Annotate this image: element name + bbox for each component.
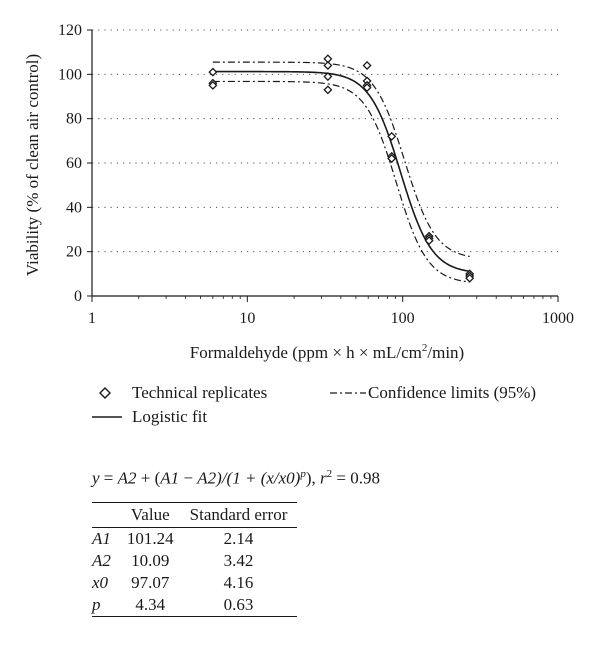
table-row: p 4.34 0.63: [92, 594, 298, 617]
table-row: A2 10.09 3.42: [92, 550, 297, 572]
table-header-value: Value: [130, 505, 170, 524]
data-point: [387, 131, 397, 141]
data-point: [323, 60, 333, 70]
param-value: 101.24: [126, 529, 174, 548]
confidence-limit-upper: [212, 61, 470, 258]
param-value: 10.09: [131, 551, 170, 570]
data-points: [208, 54, 475, 283]
confidence-limit-lower: [212, 80, 470, 283]
legend-label-confidence: Confidence limits (95%): [368, 383, 537, 402]
data-point: [323, 85, 333, 95]
x-tick-label: 1: [88, 310, 96, 327]
gridlines: [92, 29, 558, 253]
diamond-marker-icon: [99, 387, 111, 399]
fit-equation: y = A2 + (A1 − A2)/(1 + (x/x0)p), r2 = 0…: [92, 468, 380, 488]
data-point: [387, 154, 397, 164]
y-tick-label: 0: [74, 288, 82, 305]
param-se: 2.14: [223, 529, 254, 548]
param-value: 97.07: [131, 573, 170, 592]
parameters-table: Value Standard error A1 101.24 2.14 A2 1…: [92, 502, 298, 617]
data-point: [465, 273, 475, 283]
param-name: x0: [92, 573, 109, 592]
param-value: 4.34: [135, 595, 166, 614]
legend-item-fit: Logistic fit: [92, 407, 207, 427]
x-tick-label: 100: [391, 310, 415, 327]
y-tick-label: 120: [58, 22, 82, 39]
x-tick-label: 1000: [542, 310, 574, 327]
param-name: p: [92, 595, 101, 614]
param-se: 0.63: [223, 595, 254, 614]
confidence-band: [212, 61, 470, 283]
table-header-name: [92, 503, 121, 528]
legend-item-confidence: Confidence limits (95%): [328, 383, 536, 403]
table-header-row: Value Standard error: [92, 502, 298, 528]
legend-label-markers: Technical replicates: [132, 383, 268, 402]
y-tick-label: 100: [58, 66, 82, 83]
y-tick-label: 20: [66, 244, 82, 261]
param-name: A2: [92, 551, 111, 570]
y-tick-label: 40: [66, 199, 82, 216]
y-tick-label: 80: [66, 111, 82, 128]
data-point: [208, 67, 218, 77]
data-point: [323, 72, 333, 82]
param-se: 4.16: [223, 573, 254, 592]
table-row: A1 101.24 2.14: [92, 528, 297, 551]
x-tick-label: 10: [239, 310, 255, 327]
data-point: [362, 60, 372, 70]
dash-dot-line-icon: [330, 392, 366, 394]
data-point: [362, 83, 372, 93]
axes: [87, 29, 559, 302]
y-axis-title: Viability (% of clean air control): [23, 54, 42, 276]
param-se: 3.42: [223, 551, 254, 570]
table-header-se: Standard error: [189, 505, 288, 524]
legend-label-fit: Logistic fit: [132, 407, 208, 426]
param-name: A1: [92, 529, 111, 548]
data-point: [424, 236, 434, 246]
y-tick-label: 60: [66, 155, 82, 172]
x-axis-title: Formaldehyde (ppm × h × mL/cm2/min): [190, 342, 464, 362]
solid-line-icon: [92, 416, 122, 418]
table-row: x0 97.07 4.16: [92, 572, 297, 594]
data-point: [208, 80, 218, 90]
legend-item-markers: Technical replicates: [92, 383, 267, 403]
